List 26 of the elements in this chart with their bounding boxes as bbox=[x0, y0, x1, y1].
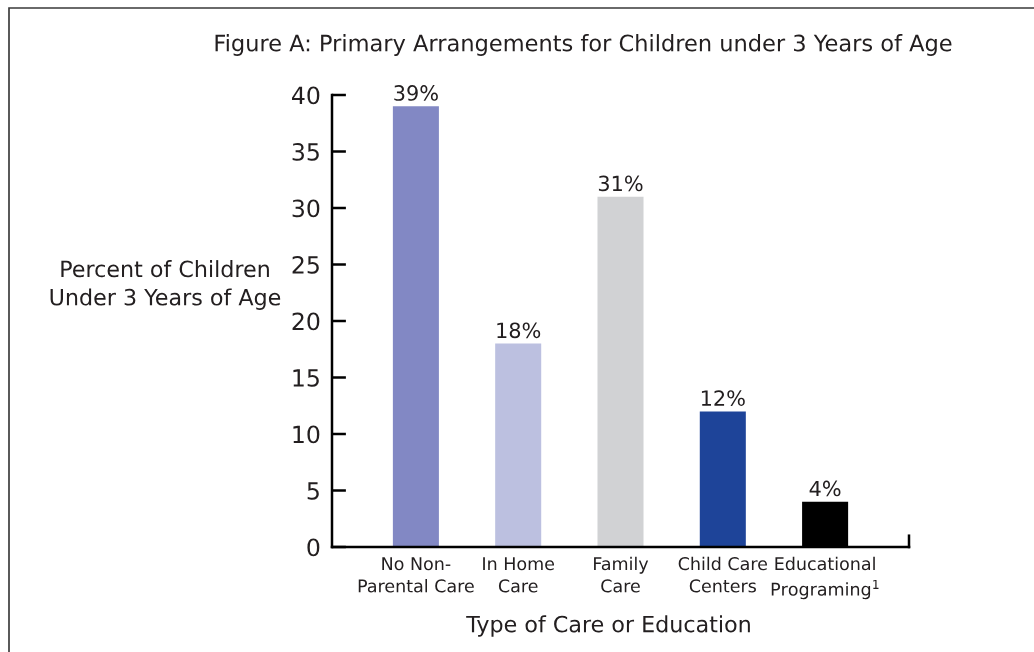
y-tick-label: 10 bbox=[293, 425, 320, 444]
y-tick-label: 40 bbox=[292, 86, 320, 105]
bar bbox=[597, 196, 644, 547]
data-label: 31% bbox=[598, 175, 643, 192]
chart-title: Figure A: Primary Arrangements for Children under 3 Years of Age bbox=[215, 34, 952, 56]
data-label: 12% bbox=[701, 390, 745, 406]
x-tick-label: In Home Care bbox=[483, 557, 555, 593]
x-tick-label: Family Care bbox=[594, 556, 649, 593]
y-tick-label: 20 bbox=[292, 312, 320, 331]
y-tick-label: 15 bbox=[293, 369, 319, 387]
y-axis-title: Percent of Children Under 3 Years of Age bbox=[50, 260, 281, 310]
y-tick-label: 35 bbox=[292, 142, 319, 161]
x-tick-label: Educational Programing$^{1}$ bbox=[771, 556, 879, 600]
y-tick-label: 25 bbox=[292, 255, 319, 274]
bar bbox=[392, 106, 439, 547]
data-label: 4% bbox=[809, 480, 841, 497]
data-label: 18% bbox=[497, 322, 541, 339]
y-tick-label: 0 bbox=[307, 538, 320, 557]
y-tick-label: 5 bbox=[307, 482, 319, 500]
x-tick-label: Child Care Centers bbox=[678, 556, 767, 593]
x-tick-label: No Non- Parental Care bbox=[358, 557, 474, 593]
data-label: 39% bbox=[394, 85, 438, 101]
x-axis-title: Type of Care or Education bbox=[466, 615, 750, 637]
bar bbox=[495, 343, 542, 547]
bar bbox=[699, 411, 746, 547]
y-tick-label: 30 bbox=[292, 199, 320, 218]
